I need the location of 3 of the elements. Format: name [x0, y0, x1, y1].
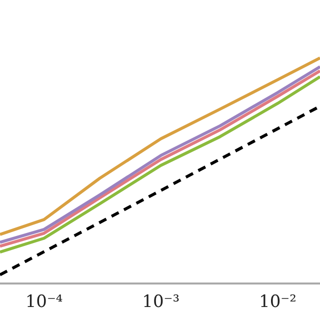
x-tick-label: 10⁻² — [259, 292, 296, 312]
x-tick-label: 10⁻⁴ — [25, 292, 63, 312]
x-tick-label: 10⁻³ — [142, 292, 180, 312]
